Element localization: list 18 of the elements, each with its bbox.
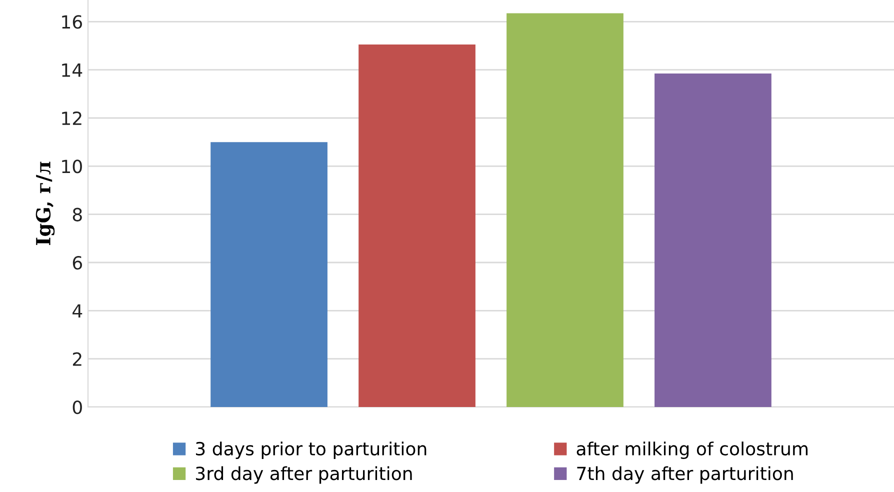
y-axis-title: IgG, г/л [36,162,55,246]
bar [506,13,624,407]
y-tick-label: 10 [62,160,82,174]
bar [358,44,476,407]
y-tick-label: 4 [72,304,82,318]
y-tick-label: 8 [72,208,82,222]
y-tick-label: 2 [72,352,82,366]
y-tick-label: 0 [72,400,82,414]
legend-label: 7th day after parturition [577,466,793,484]
y-tick-label: 14 [62,64,82,77]
legend-label: 3 days prior to parturition [196,442,426,460]
bar [210,142,328,407]
y-tick-label: 6 [72,256,82,270]
legend-label: after milking of colostrum [576,442,808,460]
bar [654,73,772,407]
y-tick-label: 12 [62,111,82,125]
legend-label: 3rd day after parturition [196,466,412,484]
y-tick-label: 16 [62,15,82,29]
